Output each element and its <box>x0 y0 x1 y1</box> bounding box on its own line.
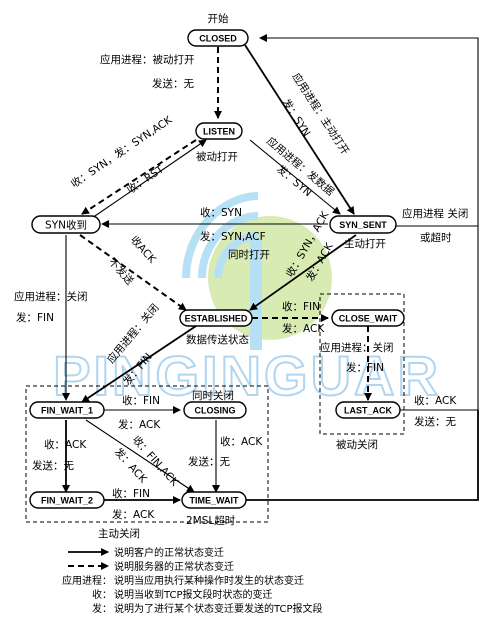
label-lastack-closed-2: 发送：无 <box>414 415 456 428</box>
svg-text:SYN_SENT: SYN_SENT <box>339 220 387 230</box>
edge-synrcvd-established <box>79 234 187 311</box>
legend-recv-desc: 说明当收到TCP报文段时状态的变迁 <box>114 588 273 601</box>
caption-active-close: 主动关闭 <box>98 527 140 540</box>
label-fw1-closing-2: 发：ACK <box>118 418 161 431</box>
svg-text:ESTABLISHED: ESTABLISHED <box>185 314 248 324</box>
label-fw2-tw-2: 发：ACK <box>112 508 155 521</box>
label-listen-synrcvd-2: 收：RST <box>124 162 166 196</box>
caption-2msl-timeout: 2MSL超时 <box>186 514 236 527</box>
svg-text:CLOSE_WAIT: CLOSE_WAIT <box>339 314 398 324</box>
label-closed-listen-1: 应用进程：被动打开 <box>100 53 195 66</box>
label-lastack-closed-1: 收：ACK <box>414 394 457 407</box>
state-established: ESTABLISHED <box>179 309 253 327</box>
svg-text:PINGINGUAR: PINGINGUAR <box>53 344 441 407</box>
svg-text:FIN_WAIT_1: FIN_WAIT_1 <box>41 406 93 416</box>
state-fin-wait-2: FIN_WAIT_2 <box>29 491 105 509</box>
label-listen-synrcvd-1: 收：SYN，发：SYN,ACK <box>68 113 175 191</box>
edge-closed-synsent <box>244 44 355 215</box>
label-fw1-closing-1: 收：FIN <box>122 394 160 407</box>
label-synsent-closed-2: 或超时 <box>420 231 452 244</box>
edge-finwait1-timewait <box>85 419 195 493</box>
label-synsent-synrcvd-2: 发：SYN,ACF <box>200 230 266 243</box>
caption-data-transfer: 数据传送状态 <box>186 333 249 346</box>
state-close-wait: CLOSE_WAIT <box>331 309 405 327</box>
label-fw1-fw2-2: 发送：无 <box>32 459 74 472</box>
label-closing-tw-1: 收：ACK <box>220 435 263 448</box>
label-fw1-fw2-1: 收：ACK <box>44 438 87 451</box>
label-synsent-closed-1: 应用进程 关闭 <box>402 207 468 220</box>
legend-app-desc: 说明当应用执行某种操作时发生的状态变迁 <box>114 574 304 587</box>
svg-text:SYN收到: SYN收到 <box>45 219 87 232</box>
edge-synsent-closed <box>259 34 479 227</box>
state-listen: LISTEN <box>195 122 243 140</box>
edge-established-finwait1 <box>81 325 197 403</box>
caption-simultaneous-close: 同时关闭 <box>192 389 234 402</box>
legend-server-text: 说明服务器的正常状态变迁 <box>114 560 234 573</box>
label-est-closewait-2: 发：ACK <box>282 322 325 335</box>
caption-passive-close: 被动关闭 <box>336 438 378 451</box>
edge-timewait-closed <box>246 410 479 501</box>
edge-listen-synsent <box>249 139 341 215</box>
legend: 说明客户的正常状态变迁 说明服务器的正常状态变迁 应用进程： 说明当应用执行某种… <box>62 546 323 615</box>
state-last-ack: LAST_ACK <box>335 401 401 419</box>
watermark: PINGINGUAR <box>52 192 441 408</box>
state-closed: CLOSED <box>187 29 249 47</box>
label-synrcvd-fw1-2: 发：FIN <box>16 311 54 324</box>
label-closing-tw-2: 发送：无 <box>188 455 230 468</box>
svg-text:CLOSING: CLOSING <box>194 406 235 416</box>
active-close-region <box>25 385 269 523</box>
state-closing: CLOSING <box>183 401 247 419</box>
legend-app-key: 应用进程： <box>62 574 112 587</box>
caption-simultaneous-open: 同时打开 <box>228 248 270 261</box>
label-closewait-lastack-2: 发：FIN <box>346 361 384 374</box>
state-syn-sent: SYN_SENT <box>329 215 397 234</box>
legend-send-key: 发： <box>92 602 112 615</box>
svg-text:LISTEN: LISTEN <box>203 127 235 137</box>
label-synrcvd-fw1-1: 应用进程：关闭 <box>14 290 88 303</box>
caption-active-open: 主动打开 <box>344 237 386 250</box>
label-est-closewait-1: 收：FIN <box>282 300 320 313</box>
label-closed-listen-2: 发送：无 <box>152 77 194 90</box>
edge-listen-synrcvd <box>81 139 197 215</box>
label-fw2-tw-1: 收：FIN <box>112 487 150 500</box>
edge-synrcvd-listen <box>91 139 207 219</box>
state-syn-rcvd: SYN收到 <box>31 215 101 234</box>
label-synsent-synrcvd-1: 收：SYN <box>200 206 242 219</box>
state-fin-wait-1: FIN_WAIT_1 <box>29 401 105 419</box>
label-closewait-lastack-1: 应用进程：关闭 <box>320 341 394 354</box>
legend-client-text: 说明客户的正常状态变迁 <box>114 546 224 559</box>
svg-text:FIN_WAIT_2: FIN_WAIT_2 <box>41 496 93 506</box>
caption-passive-open: 被动打开 <box>196 150 238 163</box>
legend-recv-key: 收： <box>92 588 112 601</box>
caption-start: 开始 <box>208 12 229 25</box>
svg-text:LAST_ACK: LAST_ACK <box>344 406 393 416</box>
label-synrcvd-est-1: 收ACK <box>128 233 160 266</box>
svg-text:CLOSED: CLOSED <box>199 34 237 44</box>
edge-synsent-established <box>249 234 357 311</box>
state-time-wait: TIME_WAIT <box>181 491 247 509</box>
legend-send-desc: 说明为了进行某个状态变迁要发送的TCP报文段 <box>114 602 323 615</box>
passive-close-region <box>319 293 405 435</box>
svg-text:TIME_WAIT: TIME_WAIT <box>190 496 240 506</box>
